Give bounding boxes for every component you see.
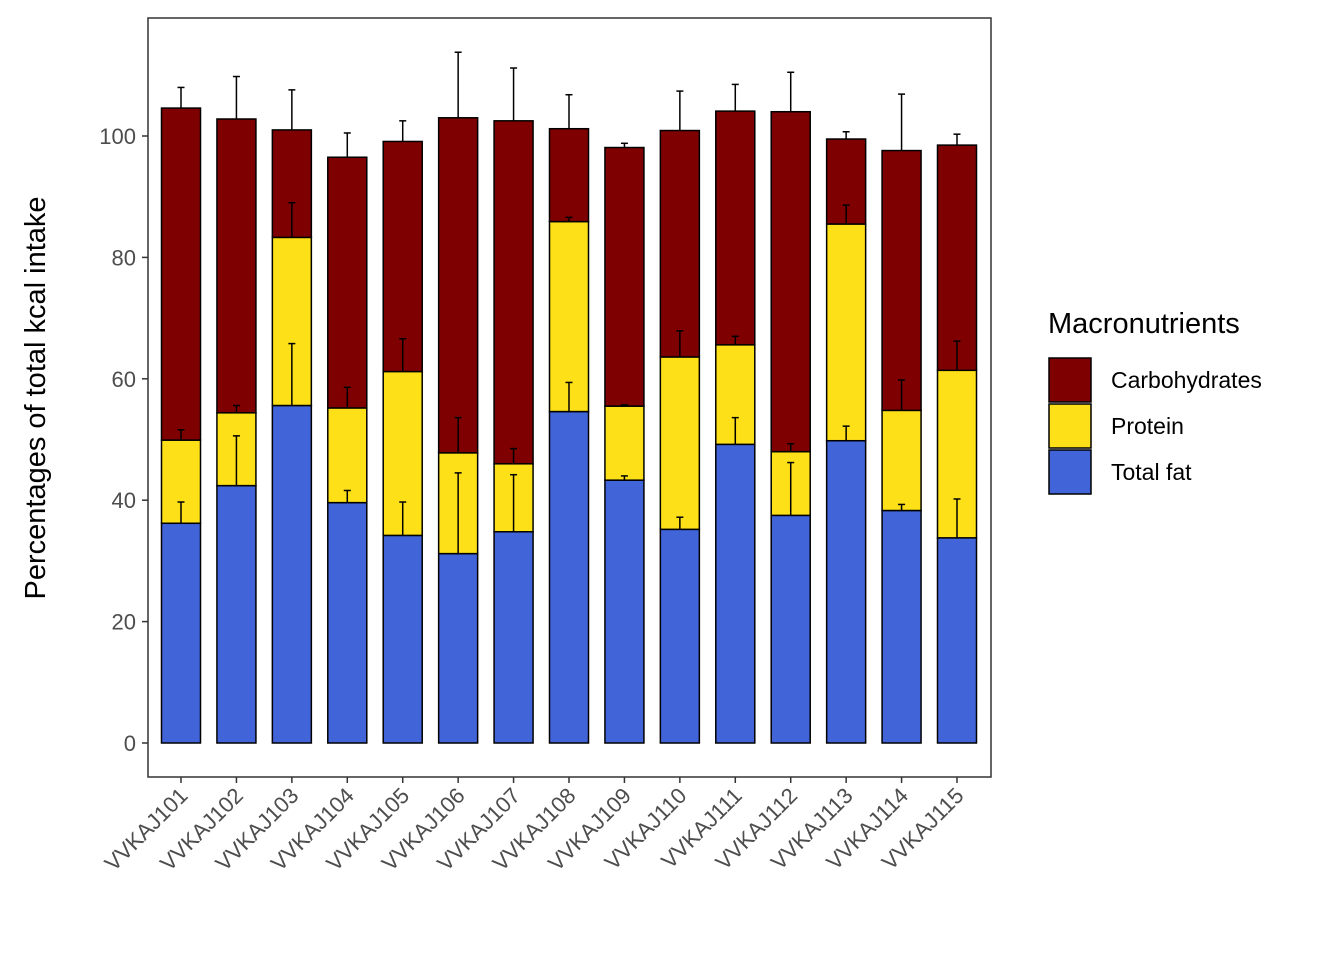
error-bar-protein-vvkaj102 xyxy=(232,404,240,413)
bar-carbohydrates-vvkaj108 xyxy=(548,127,590,223)
error-bar-carbohydrates-vvkaj111 xyxy=(731,83,739,112)
bar-carbohydrates-vvkaj110 xyxy=(659,129,701,358)
bar-total-fat-vvkaj112 xyxy=(770,514,811,744)
legend-key-protein xyxy=(1048,403,1092,449)
legend-title: Macronutrients xyxy=(1048,308,1240,340)
error-bar-total-fat-vvkaj105 xyxy=(399,501,407,536)
y-tick-label: 100 xyxy=(99,124,136,149)
error-bar-total-fat-vvkaj106 xyxy=(454,472,462,554)
error-bar-total-fat-vvkaj107 xyxy=(510,473,518,532)
y-tick-label: 60 xyxy=(112,367,136,392)
legend: Macronutrients Carbohydrates Protein Total… xyxy=(1048,308,1262,495)
bar-protein-vvkaj113 xyxy=(825,223,867,442)
y-tick-label: 80 xyxy=(112,245,136,270)
bars-layer xyxy=(160,107,978,744)
bar-carbohydrates-vvkaj106 xyxy=(437,117,479,454)
bar-total-fat-vvkaj111 xyxy=(715,443,756,744)
bar-carbohydrates-vvkaj112 xyxy=(770,110,811,453)
legend-label-total-fat: Total fat xyxy=(1111,459,1192,485)
y-tick-label: 0 xyxy=(124,731,136,756)
bar-carbohydrates-vvkaj105 xyxy=(382,140,423,373)
bar-protein-vvkaj104 xyxy=(327,407,368,504)
bar-carbohydrates-vvkaj114 xyxy=(881,149,922,412)
bar-total-fat-vvkaj103 xyxy=(271,404,313,744)
bar-total-fat-vvkaj114 xyxy=(881,509,922,744)
error-bar-carbohydrates-vvkaj110 xyxy=(676,90,684,131)
error-bar-protein-vvkaj103 xyxy=(288,202,296,238)
error-bar-protein-vvkaj108 xyxy=(565,216,573,222)
error-bar-total-fat-vvkaj101 xyxy=(177,501,185,524)
error-bar-carbohydrates-vvkaj113 xyxy=(842,131,850,140)
error-bar-total-fat-vvkaj110 xyxy=(676,516,684,530)
bar-total-fat-vvkaj102 xyxy=(216,484,257,744)
bar-protein-vvkaj110 xyxy=(659,356,701,531)
bar-total-fat-vvkaj105 xyxy=(382,534,423,744)
legend-key-total-fat xyxy=(1048,449,1092,495)
error-bar-carbohydrates-vvkaj104 xyxy=(343,132,351,158)
bar-carbohydrates-vvkaj115 xyxy=(936,144,978,372)
bar-total-fat-vvkaj115 xyxy=(936,537,978,744)
error-bar-total-fat-vvkaj103 xyxy=(288,342,296,406)
bar-protein-vvkaj114 xyxy=(881,409,922,512)
bar-carbohydrates-vvkaj109 xyxy=(604,146,645,407)
error-bar-protein-vvkaj104 xyxy=(343,386,351,408)
bar-carbohydrates-vvkaj104 xyxy=(327,156,368,409)
error-bar-carbohydrates-vvkaj109 xyxy=(620,142,628,148)
error-bar-carbohydrates-vvkaj102 xyxy=(232,75,240,120)
bar-total-fat-vvkaj113 xyxy=(825,439,867,744)
error-bar-protein-vvkaj114 xyxy=(898,379,906,411)
legend-label-protein: Protein xyxy=(1111,413,1184,439)
error-bar-protein-vvkaj111 xyxy=(731,335,739,345)
error-bar-carbohydrates-vvkaj115 xyxy=(953,133,961,146)
bar-total-fat-vvkaj110 xyxy=(659,528,701,744)
error-bar-carbohydrates-vvkaj108 xyxy=(565,93,573,129)
error-bar-total-fat-vvkaj108 xyxy=(565,381,573,412)
error-bar-protein-vvkaj105 xyxy=(399,337,407,372)
error-bar-protein-vvkaj113 xyxy=(842,204,850,225)
x-axis: VVKAJ101VVKAJ102VVKAJ103VVKAJ104VVKAJ105… xyxy=(100,777,969,876)
legend-label-carbohydrates: Carbohydrates xyxy=(1111,367,1262,393)
bar-total-fat-vvkaj106 xyxy=(437,552,479,744)
bar-protein-vvkaj109 xyxy=(604,405,645,481)
y-axis-title: Percentages of total kcal intake xyxy=(20,196,52,599)
bar-total-fat-vvkaj108 xyxy=(548,410,590,744)
error-bar-protein-vvkaj112 xyxy=(787,442,795,452)
error-bar-protein-vvkaj109 xyxy=(620,404,628,407)
error-bar-protein-vvkaj101 xyxy=(177,429,185,441)
error-bar-total-fat-vvkaj113 xyxy=(842,425,850,441)
y-axis: 0 20 40 60 80 100 xyxy=(99,124,148,756)
error-bar-total-fat-vvkaj109 xyxy=(620,475,628,481)
bar-carbohydrates-vvkaj102 xyxy=(216,118,257,414)
y-tick-label: 20 xyxy=(112,610,136,635)
error-bar-carbohydrates-vvkaj106 xyxy=(454,51,462,118)
bar-carbohydrates-vvkaj111 xyxy=(715,110,756,346)
error-bar-total-fat-vvkaj102 xyxy=(232,435,240,486)
error-bar-protein-vvkaj107 xyxy=(510,447,518,464)
error-bar-total-fat-vvkaj114 xyxy=(898,503,906,511)
error-bar-protein-vvkaj115 xyxy=(953,340,961,371)
error-bar-total-fat-vvkaj112 xyxy=(787,461,795,516)
bar-carbohydrates-vvkaj101 xyxy=(160,107,202,441)
bar-carbohydrates-vvkaj107 xyxy=(493,120,534,465)
y-tick-label: 40 xyxy=(112,488,136,513)
error-bar-carbohydrates-vvkaj105 xyxy=(399,120,407,142)
error-bar-protein-vvkaj106 xyxy=(454,416,462,453)
error-bar-carbohydrates-vvkaj112 xyxy=(787,71,795,112)
bar-total-fat-vvkaj107 xyxy=(493,531,534,744)
error-bar-carbohydrates-vvkaj107 xyxy=(510,67,518,121)
error-bar-carbohydrates-vvkaj114 xyxy=(898,93,906,151)
error-bar-total-fat-vvkaj111 xyxy=(731,416,739,445)
legend-key-carbohydrates xyxy=(1048,357,1092,403)
bar-total-fat-vvkaj104 xyxy=(327,501,368,744)
error-bar-carbohydrates-vvkaj101 xyxy=(177,86,185,109)
error-bar-protein-vvkaj110 xyxy=(676,330,684,357)
bar-total-fat-vvkaj109 xyxy=(604,479,645,744)
error-bar-total-fat-vvkaj115 xyxy=(953,498,961,538)
bar-total-fat-vvkaj101 xyxy=(160,522,202,744)
error-bar-total-fat-vvkaj104 xyxy=(343,489,351,503)
error-bars-layer xyxy=(177,51,961,554)
error-bar-carbohydrates-vvkaj103 xyxy=(288,89,296,130)
